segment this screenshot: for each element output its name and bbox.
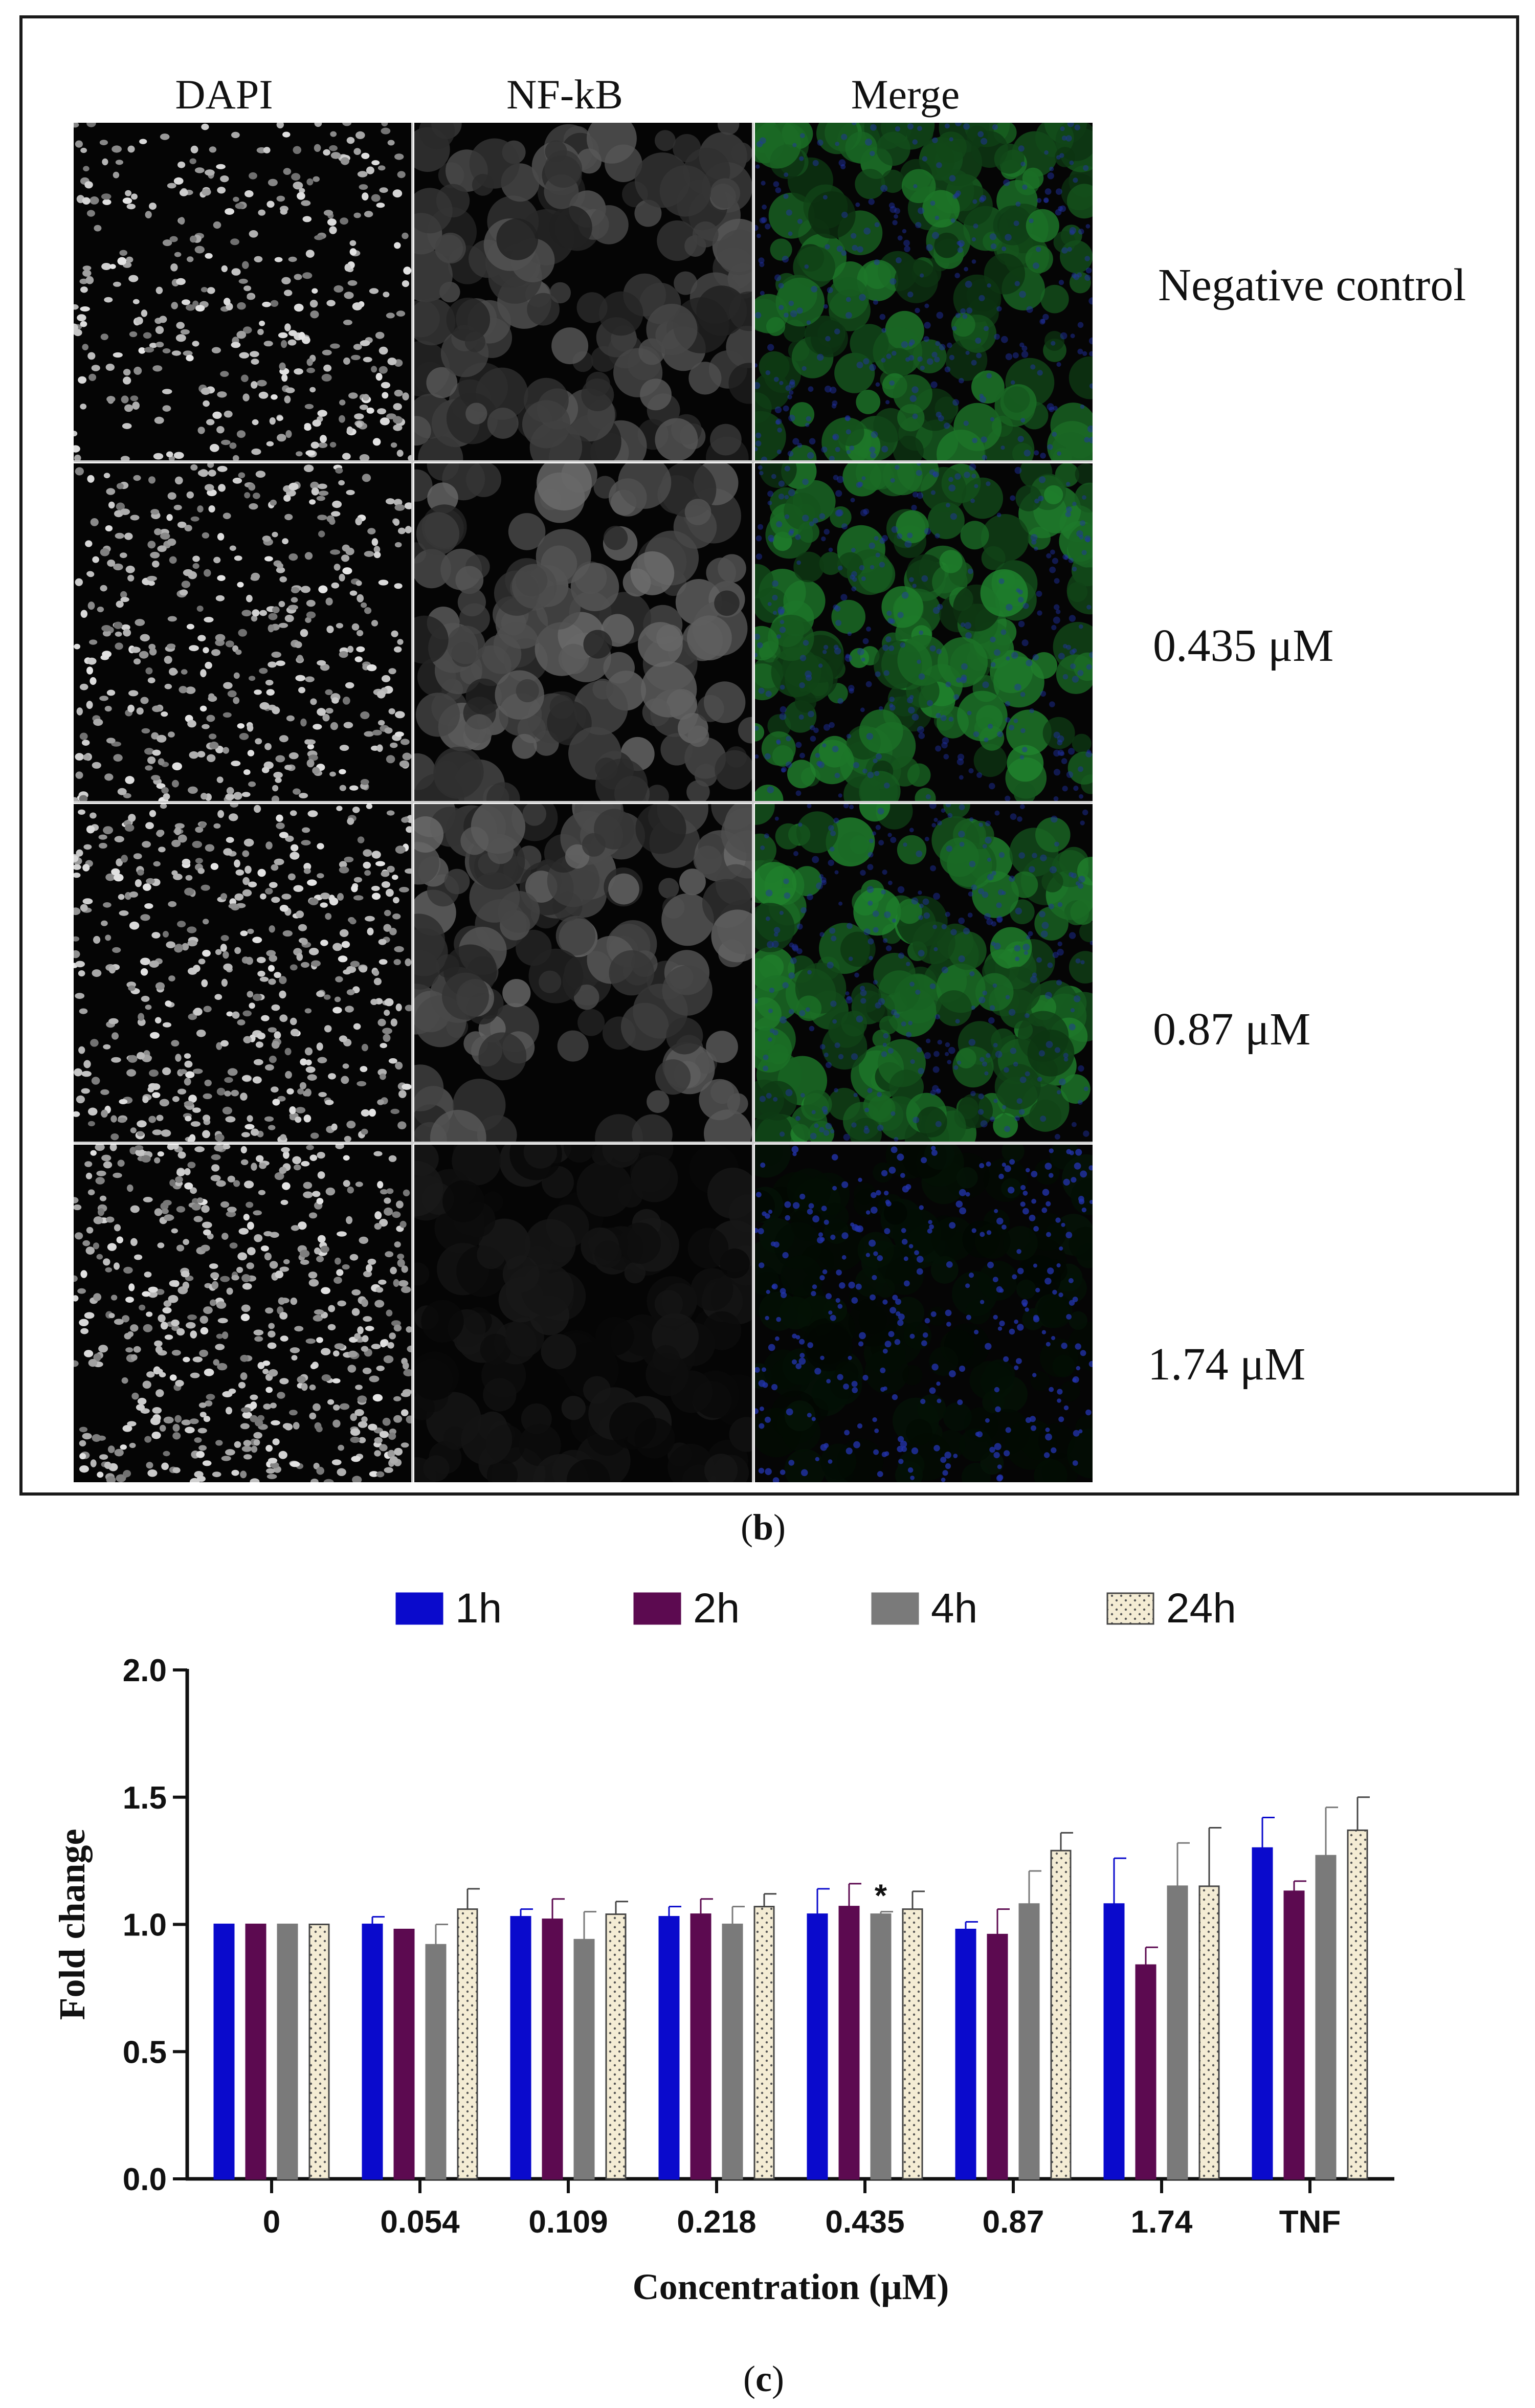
micrograph-texture bbox=[414, 123, 752, 460]
micrograph-texture bbox=[755, 123, 1093, 460]
micrograph-dapi-row-4 bbox=[74, 1145, 411, 1482]
micrograph-texture bbox=[755, 1145, 1093, 1482]
legend-swatch-1h bbox=[395, 1592, 443, 1625]
grid-divider bbox=[752, 123, 754, 1482]
x-tick-label: TNF bbox=[1279, 2204, 1341, 2240]
bar-2h-0.435 bbox=[838, 1906, 860, 2180]
bar-1h-TNF bbox=[1252, 1847, 1273, 2180]
micrograph-merge-row-4 bbox=[755, 1145, 1093, 1482]
bar-24h-0 bbox=[308, 1924, 330, 2180]
micrograph-merge-row-3 bbox=[755, 804, 1093, 1142]
bar-4h-TNF bbox=[1315, 1855, 1337, 2180]
fold-change-chart: 1h 2h 4h 24h 0.0 0.5 1.0 1.5 2.0 0 0.054 0.109 0.21… bbox=[52, 1585, 1394, 2307]
bar-1h-1.74 bbox=[1103, 1903, 1125, 2180]
bar-24h-0.435 bbox=[902, 1908, 923, 2180]
legend-label-1h: 1h bbox=[455, 1585, 502, 1632]
bar-24h-TNF bbox=[1347, 1829, 1368, 2180]
micrograph-merge-row-1 bbox=[755, 123, 1093, 460]
bar-4h-0.87 bbox=[1018, 1903, 1040, 2180]
row-label-0435: 0.435 μM bbox=[1153, 620, 1334, 671]
micrograph-texture bbox=[755, 463, 1093, 801]
legend-label-4h: 4h bbox=[931, 1585, 977, 1632]
grid-divider bbox=[74, 801, 1093, 803]
micrograph-dapi-row-3 bbox=[74, 804, 411, 1142]
y-tick-label: 1.5 bbox=[123, 1780, 167, 1816]
bar-4h-0.218 bbox=[722, 1924, 743, 2180]
x-tick-label: 0.054 bbox=[380, 2204, 460, 2240]
bar-2h-TNF bbox=[1283, 1890, 1305, 2180]
micrograph-texture bbox=[414, 804, 752, 1142]
chart-bars: * bbox=[213, 1796, 1370, 2180]
micrograph-texture bbox=[755, 804, 1093, 1142]
micrograph-nfkb-row-1 bbox=[414, 123, 752, 460]
y-tick-label: 1.0 bbox=[123, 1908, 167, 1943]
bar-1h-0.109 bbox=[510, 1916, 531, 2180]
x-tick-label: 0.218 bbox=[677, 2204, 756, 2240]
panel-b-caption: (b) bbox=[741, 1507, 786, 1548]
grid-divider bbox=[411, 123, 413, 1482]
bar-4h-0 bbox=[277, 1924, 298, 2180]
panel-c-caption: (c) bbox=[743, 2358, 784, 2399]
bar-4h-0.109 bbox=[573, 1938, 595, 2180]
grid-divider bbox=[74, 460, 1093, 462]
bar-24h-0.218 bbox=[753, 1906, 775, 2180]
bar-24h-0.109 bbox=[605, 1913, 627, 2180]
bar-24h-0.87 bbox=[1050, 1849, 1072, 2180]
row-label-negative-control: Negative control bbox=[1158, 260, 1466, 310]
column-header-nfkb: NF-kB bbox=[506, 71, 623, 118]
bar-4h-0.054 bbox=[425, 1944, 447, 2180]
bar-1h-0.435 bbox=[807, 1913, 828, 2180]
y-axis-title: Fold change bbox=[52, 1829, 93, 2020]
micrograph-texture bbox=[74, 804, 411, 1142]
significance-marker: * bbox=[875, 1879, 887, 1914]
row-label-087: 0.87 μM bbox=[1153, 1004, 1311, 1055]
bar-1h-0.054 bbox=[362, 1924, 383, 2180]
micrograph-dapi-row-2 bbox=[74, 463, 411, 801]
x-tick-label: 0.109 bbox=[528, 2204, 608, 2240]
x-axis-title: Concentration (μM) bbox=[633, 2266, 949, 2307]
micrograph-nfkb-row-2 bbox=[414, 463, 752, 801]
column-header-merge: Merge bbox=[851, 71, 960, 118]
bar-24h-1.74 bbox=[1198, 1885, 1220, 2180]
x-tick-label: 0 bbox=[263, 2204, 280, 2240]
bar-2h-0.054 bbox=[393, 1928, 415, 2180]
legend-swatch-24h bbox=[1106, 1592, 1154, 1625]
y-tick-label: 2.0 bbox=[123, 1653, 167, 1688]
x-tick-label: 0.435 bbox=[825, 2204, 904, 2240]
legend-swatch-4h bbox=[871, 1592, 919, 1625]
bar-1h-0.87 bbox=[955, 1928, 976, 2180]
micrograph-texture bbox=[74, 1145, 411, 1482]
chart-legend: 1h 2h 4h 24h bbox=[395, 1585, 1236, 1632]
bar-2h-0 bbox=[245, 1924, 266, 2180]
bar-2h-1.74 bbox=[1135, 1964, 1156, 2180]
y-tick-label: 0.0 bbox=[123, 2162, 167, 2197]
micrograph-nfkb-row-3 bbox=[414, 804, 752, 1142]
micrograph-panel: DAPI NF-kB Merge Negative control 0.435 … bbox=[19, 15, 1519, 1496]
micrograph-texture bbox=[414, 463, 752, 801]
legend-swatch-2h bbox=[633, 1592, 681, 1625]
micrograph-merge-row-2 bbox=[755, 463, 1093, 801]
y-tick-label: 0.5 bbox=[123, 2035, 167, 2070]
chart-axes: 0.0 0.5 1.0 1.5 2.0 0 0.054 0.109 0.218 0.435 0.87… bbox=[123, 1653, 1394, 2240]
bar-24h-0.054 bbox=[457, 1908, 478, 2180]
column-header-dapi: DAPI bbox=[175, 71, 273, 118]
micrograph-nfkb-row-4 bbox=[414, 1145, 752, 1482]
bar-2h-0.87 bbox=[987, 1933, 1008, 2180]
bar-2h-0.109 bbox=[542, 1919, 563, 2180]
x-tick-label: 1.74 bbox=[1131, 2204, 1193, 2240]
legend-label-2h: 2h bbox=[693, 1585, 740, 1632]
bar-4h-1.74 bbox=[1167, 1885, 1188, 2180]
x-tick-label: 0.87 bbox=[983, 2204, 1044, 2240]
bar-1h-0.218 bbox=[658, 1916, 680, 2180]
micrograph-dapi-row-1 bbox=[74, 123, 411, 460]
grid-divider bbox=[74, 1142, 1093, 1144]
micrograph-texture bbox=[74, 463, 411, 801]
bar-4h-0.435 bbox=[870, 1913, 892, 2180]
legend-label-24h: 24h bbox=[1166, 1585, 1236, 1632]
bar-1h-0 bbox=[213, 1924, 235, 2180]
row-label-174: 1.74 μM bbox=[1148, 1339, 1306, 1390]
bar-2h-0.218 bbox=[690, 1913, 711, 2180]
micrograph-texture bbox=[414, 1145, 752, 1482]
micrograph-texture bbox=[74, 123, 411, 460]
